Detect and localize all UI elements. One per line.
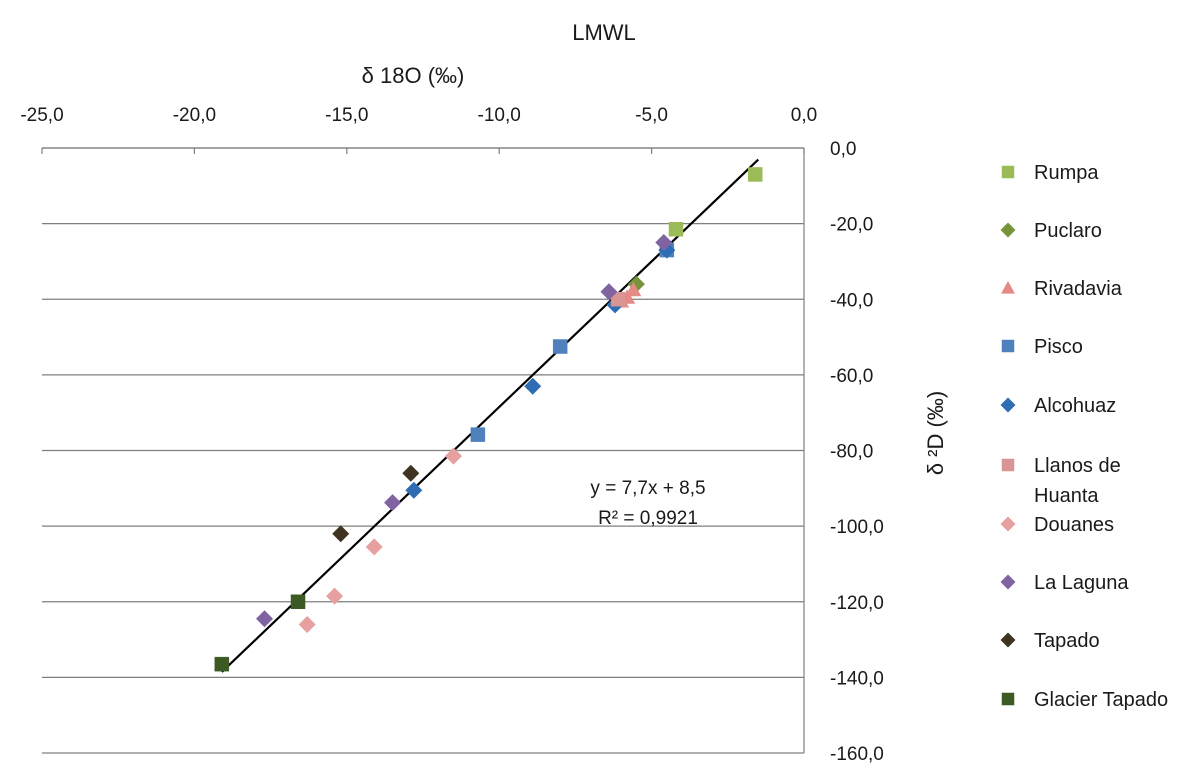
point-llanos-de-huanta bbox=[610, 292, 626, 307]
x-tick-labels: -25,0 -20,0 -15,0 -10,0 -5,0 0,0 bbox=[20, 105, 817, 126]
point-alcohuaz bbox=[524, 377, 542, 395]
legend-marker-glacier-tapado bbox=[1001, 692, 1015, 706]
legend-marker-pisco bbox=[1001, 339, 1015, 353]
legend-label-pisco: Pisco bbox=[1034, 336, 1083, 358]
legend-marker-alcohuaz bbox=[1000, 397, 1016, 413]
y-tick-label: 0,0 bbox=[830, 139, 856, 160]
x-tick-label: 0,0 bbox=[791, 105, 817, 126]
x-axis-title: δ 18O (‰) bbox=[362, 63, 465, 88]
y-tick-label: -140,0 bbox=[830, 668, 884, 689]
y-tick-label: -160,0 bbox=[830, 744, 884, 764]
legend-marker-douanes bbox=[1000, 516, 1016, 532]
data-points bbox=[214, 167, 763, 672]
legend-label-la-laguna: La Laguna bbox=[1034, 572, 1129, 594]
legend-marker-rumpa bbox=[1001, 165, 1015, 179]
point-la-laguna bbox=[655, 234, 673, 252]
point-alcohuaz bbox=[405, 481, 423, 499]
x-tick-label: -15,0 bbox=[325, 105, 368, 126]
axes bbox=[41, 147, 805, 753]
legend-label-rivadavia: Rivadavia bbox=[1034, 278, 1123, 300]
x-tick-label: -20,0 bbox=[173, 105, 216, 126]
legend-marker-llanos-de-huanta bbox=[1001, 458, 1015, 472]
point-pisco bbox=[552, 339, 568, 354]
legend-marker-tapado bbox=[1000, 632, 1016, 648]
y-axis-title: δ ²D (‰) bbox=[923, 391, 948, 475]
y-tick-label: -60,0 bbox=[830, 366, 873, 387]
legend: Rumpa Puclaro Rivadavia Pisco Alcohuaz Llanos… bbox=[1000, 162, 1168, 711]
point-rumpa bbox=[668, 222, 684, 237]
x-tick-label: -25,0 bbox=[20, 105, 63, 126]
gridlines bbox=[42, 147, 804, 754]
legend-marker-puclaro bbox=[1000, 222, 1016, 238]
point-tapado bbox=[402, 464, 420, 482]
trendline-r-squared: R² = 0,9921 bbox=[598, 508, 698, 529]
point-douanes bbox=[365, 538, 383, 556]
y-tick-label: -100,0 bbox=[830, 517, 884, 538]
legend-label-llanos-de-huanta: Llanos de Huanta bbox=[1034, 455, 1121, 507]
trendline-equation: y = 7,7x + 8,5 bbox=[590, 478, 705, 499]
legend-label-douanes: Douanes bbox=[1034, 514, 1114, 536]
point-la-laguna bbox=[600, 283, 618, 301]
point-glacier-tapado bbox=[214, 656, 230, 672]
point-douanes bbox=[444, 447, 462, 465]
y-tick-label: -20,0 bbox=[830, 215, 873, 236]
point-douanes bbox=[326, 587, 344, 605]
point-pisco bbox=[470, 427, 486, 442]
y-tick-label: -120,0 bbox=[830, 593, 884, 614]
chart-title: LMWL bbox=[572, 20, 636, 45]
legend-label-glacier-tapado: Glacier Tapado bbox=[1034, 689, 1168, 711]
point-la-laguna bbox=[256, 610, 274, 628]
legend-label-rumpa: Rumpa bbox=[1034, 162, 1099, 184]
x-tick-label: -10,0 bbox=[478, 105, 521, 126]
legend-label-line: Huanta bbox=[1034, 485, 1099, 507]
legend-label-alcohuaz: Alcohuaz bbox=[1034, 395, 1116, 417]
point-rivadavia bbox=[625, 281, 642, 297]
legend-marker-rivadavia bbox=[1001, 281, 1015, 294]
legend-label-line: Llanos de bbox=[1034, 455, 1121, 477]
y-tick-labels: 0,0 -20,0 -40,0 -60,0 -80,0 -100,0 -120,0 -140,… bbox=[830, 139, 884, 764]
point-glacier-tapado bbox=[290, 594, 306, 609]
y-tick-label: -40,0 bbox=[830, 290, 873, 311]
x-tick-label: -5,0 bbox=[635, 105, 668, 126]
point-la-laguna bbox=[384, 494, 402, 512]
point-douanes bbox=[298, 615, 316, 633]
y-tick-label: -80,0 bbox=[830, 442, 873, 463]
legend-label-puclaro: Puclaro bbox=[1034, 220, 1102, 242]
point-tapado bbox=[332, 525, 350, 543]
legend-marker-la-laguna bbox=[1000, 574, 1016, 590]
point-rumpa bbox=[747, 167, 763, 182]
legend-label-tapado: Tapado bbox=[1034, 630, 1100, 652]
